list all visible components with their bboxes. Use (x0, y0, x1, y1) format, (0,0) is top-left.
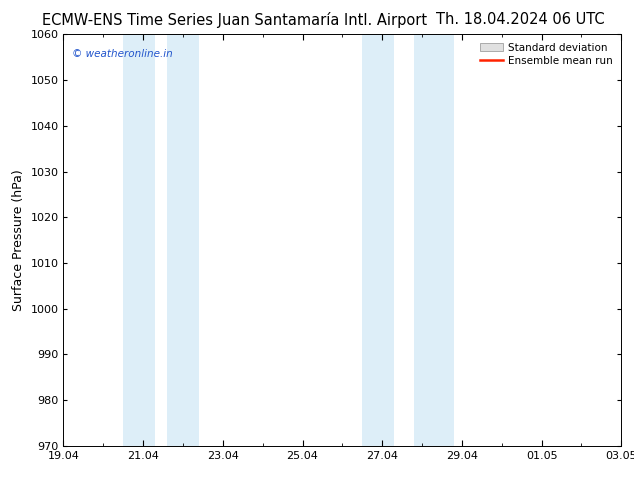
Legend: Standard deviation, Ensemble mean run: Standard deviation, Ensemble mean run (477, 40, 616, 70)
Text: © weatheronline.in: © weatheronline.in (72, 49, 172, 59)
Bar (123, 34, 155, 446)
Bar (362, 34, 394, 446)
Bar (414, 34, 454, 446)
Text: Th. 18.04.2024 06 UTC: Th. 18.04.2024 06 UTC (436, 12, 604, 27)
Y-axis label: Surface Pressure (hPa): Surface Pressure (hPa) (12, 169, 25, 311)
Bar (167, 34, 199, 446)
Text: ECMW-ENS Time Series Juan Santamaría Intl. Airport: ECMW-ENS Time Series Juan Santamaría Int… (42, 12, 427, 28)
